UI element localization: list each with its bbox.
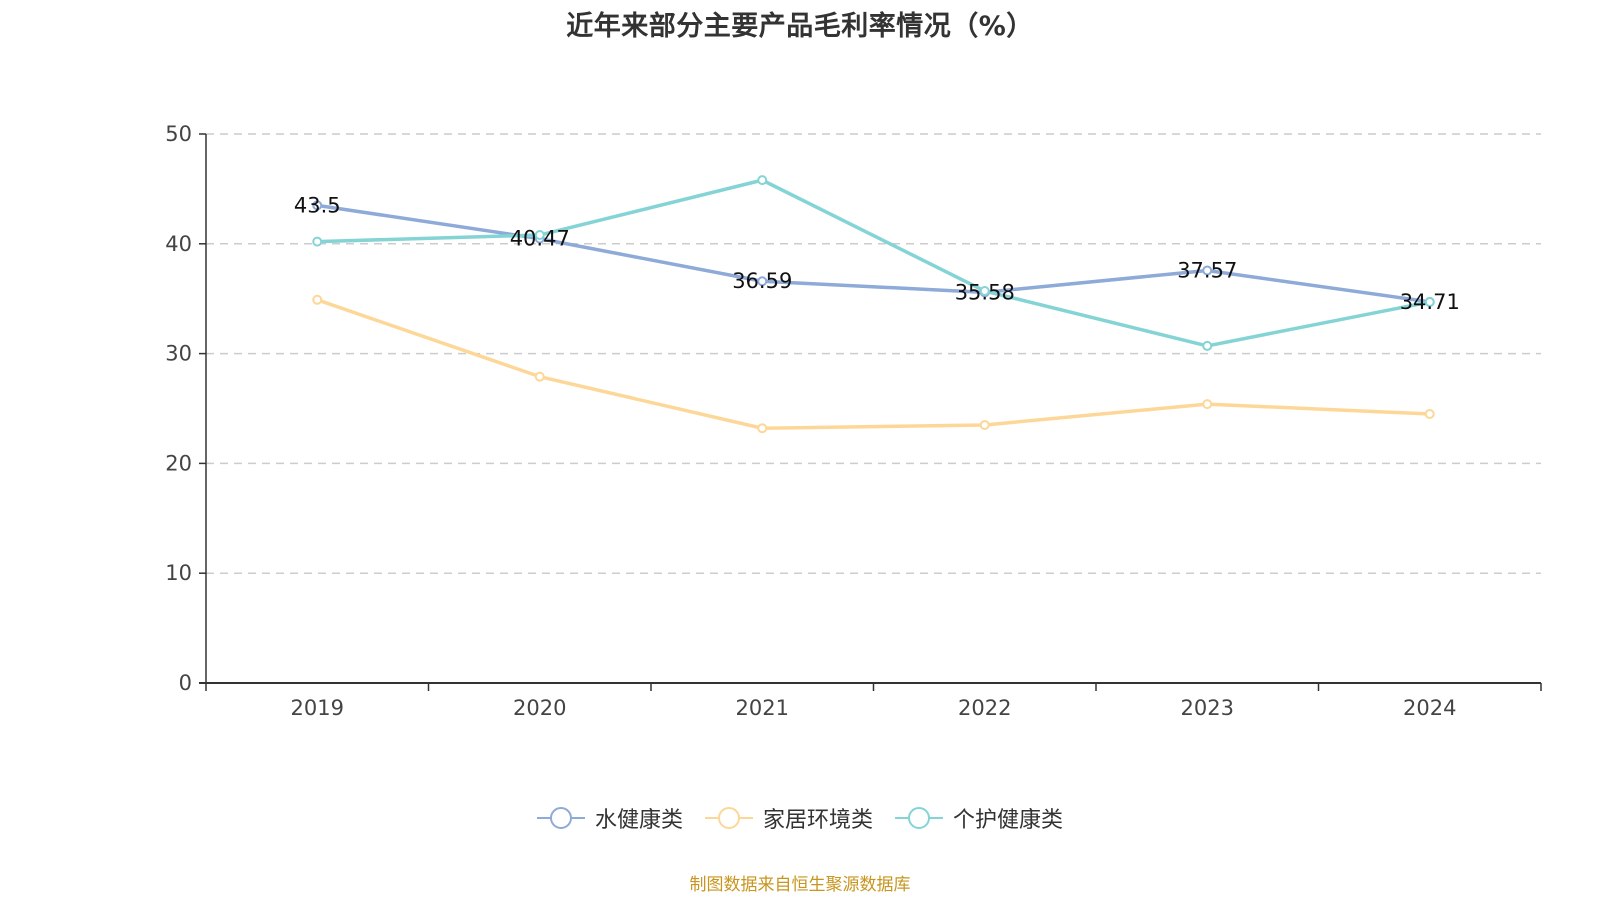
axes: 0 10 20 30 40 50 2019 2020 2021 2022 2023 2024 <box>165 122 1542 720</box>
legend-line-circle-icon <box>895 807 943 829</box>
data-point-s2-2023 <box>1202 340 1213 351</box>
data-point-s1-2023 <box>1202 399 1213 410</box>
data-point-s0-2021 <box>757 276 768 287</box>
data-point-s0-2019 <box>312 200 323 211</box>
data-point-s2-2020 <box>534 230 545 241</box>
x-tick-label-2021: 2021 <box>736 696 789 720</box>
legend-label: 家居环境类 <box>762 808 873 833</box>
x-tick-label-2020: 2020 <box>513 696 566 720</box>
data-label-2024: 34.71 <box>1400 290 1460 314</box>
y-tick-label: 20 <box>165 451 192 475</box>
y-tick-label: 40 <box>165 232 192 256</box>
legend-label: 个护健康类 <box>953 808 1064 833</box>
series-lines <box>312 175 1435 434</box>
data-point-s2-2022 <box>979 286 990 297</box>
data-point-s2-2019 <box>312 236 323 247</box>
data-point-s2-2021 <box>757 175 768 186</box>
legend-item-1[interactable]: 家居环境类 <box>704 802 873 834</box>
data-label-2020: 40.47 <box>510 227 570 251</box>
y-tick-label: 10 <box>165 561 192 585</box>
x-tick-label-2023: 2023 <box>1181 696 1234 720</box>
legend-line-circle-icon <box>536 807 585 829</box>
data-labels: 43.5 40.47 36.59 35.58 37.57 34.71 <box>294 193 1460 314</box>
legend: 水健康类 家居环境类 个护健康类 <box>0 802 1600 834</box>
x-tick-label-2019: 2019 <box>291 696 344 720</box>
data-point-s1-2024 <box>1424 408 1435 419</box>
legend-label: 水健康类 <box>594 808 683 833</box>
legend-item-2[interactable]: 个护健康类 <box>895 802 1063 834</box>
data-label-2019: 43.5 <box>294 193 341 217</box>
x-tick-label-2024: 2024 <box>1403 696 1456 720</box>
data-point-s1-2019 <box>312 294 323 305</box>
data-label-2021: 36.59 <box>732 269 792 293</box>
legend-line-circle-icon <box>704 807 753 829</box>
x-tick-label-2022: 2022 <box>958 696 1011 720</box>
chart-title: 近年来部分主要产品毛利率情况（%） <box>566 11 1034 42</box>
grid-lines <box>206 133 1541 574</box>
data-label-2022: 35.58 <box>955 280 1015 304</box>
data-point-s0-2023 <box>1202 265 1213 276</box>
y-tick-label: 50 <box>165 122 192 146</box>
series-line-2 <box>317 178 1431 348</box>
data-point-s1-2022 <box>979 419 990 430</box>
series-line-1 <box>316 298 1430 431</box>
y-tick-label: 0 <box>179 671 192 695</box>
series-line-0 <box>316 203 1430 304</box>
y-tick-label: 30 <box>165 342 192 366</box>
data-point-s2-2024 <box>1424 296 1435 307</box>
data-label-2023: 37.57 <box>1177 258 1237 282</box>
source-note: 制图数据来自恒生聚源数据库 <box>689 875 911 895</box>
data-point-s1-2021 <box>757 423 768 434</box>
data-point-s1-2020 <box>534 371 545 382</box>
legend-item-0[interactable]: 水健康类 <box>536 802 683 834</box>
